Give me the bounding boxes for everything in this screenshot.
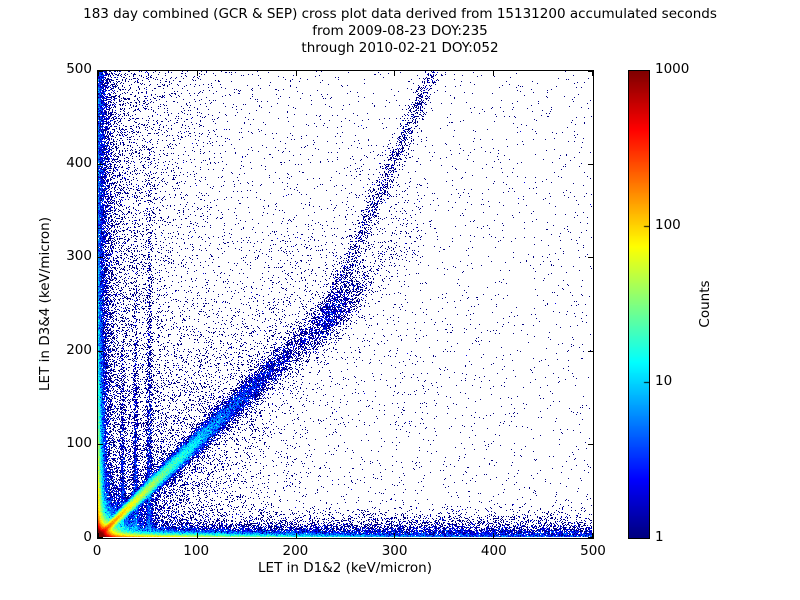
colorbar-tick-label: 10 xyxy=(655,373,673,389)
colorbar-label: Counts xyxy=(697,280,713,328)
x-tick-label: 400 xyxy=(480,543,507,559)
y-axis-label: LET in D3&4 (keV/micron) xyxy=(37,217,53,391)
colorbar xyxy=(628,70,650,539)
y-tick-label: 0 xyxy=(83,529,92,545)
plot-area xyxy=(97,70,594,539)
scatter-heatmap-canvas xyxy=(98,71,593,538)
x-tick-label: 500 xyxy=(580,543,606,559)
y-tick-label: 400 xyxy=(66,154,92,171)
x-tick-label: 300 xyxy=(381,543,408,559)
x-tick-label: 0 xyxy=(92,543,102,559)
colorbar-gradient-canvas xyxy=(629,71,649,538)
chart-title-line-3: through 2010-02-21 DOY:052 xyxy=(301,40,499,56)
colorbar-tick-label: 1000 xyxy=(655,61,690,77)
colorbar-tick-label: 1 xyxy=(655,529,664,545)
y-tick-label: 200 xyxy=(66,341,92,358)
x-tick-label: 100 xyxy=(183,543,210,559)
colorbar-tick-label: 100 xyxy=(655,217,681,233)
y-tick-label: 300 xyxy=(66,248,92,265)
y-tick-label: 100 xyxy=(66,435,92,452)
chart-title-line-2: from 2009-08-23 DOY:235 xyxy=(312,23,488,39)
y-tick-label: 500 xyxy=(66,61,92,77)
x-tick-label: 200 xyxy=(282,543,309,559)
chart-title-line-1: 183 day combined (GCR & SEP) cross plot … xyxy=(83,6,717,22)
x-axis-label: LET in D1&2 (keV/micron) xyxy=(258,560,432,576)
